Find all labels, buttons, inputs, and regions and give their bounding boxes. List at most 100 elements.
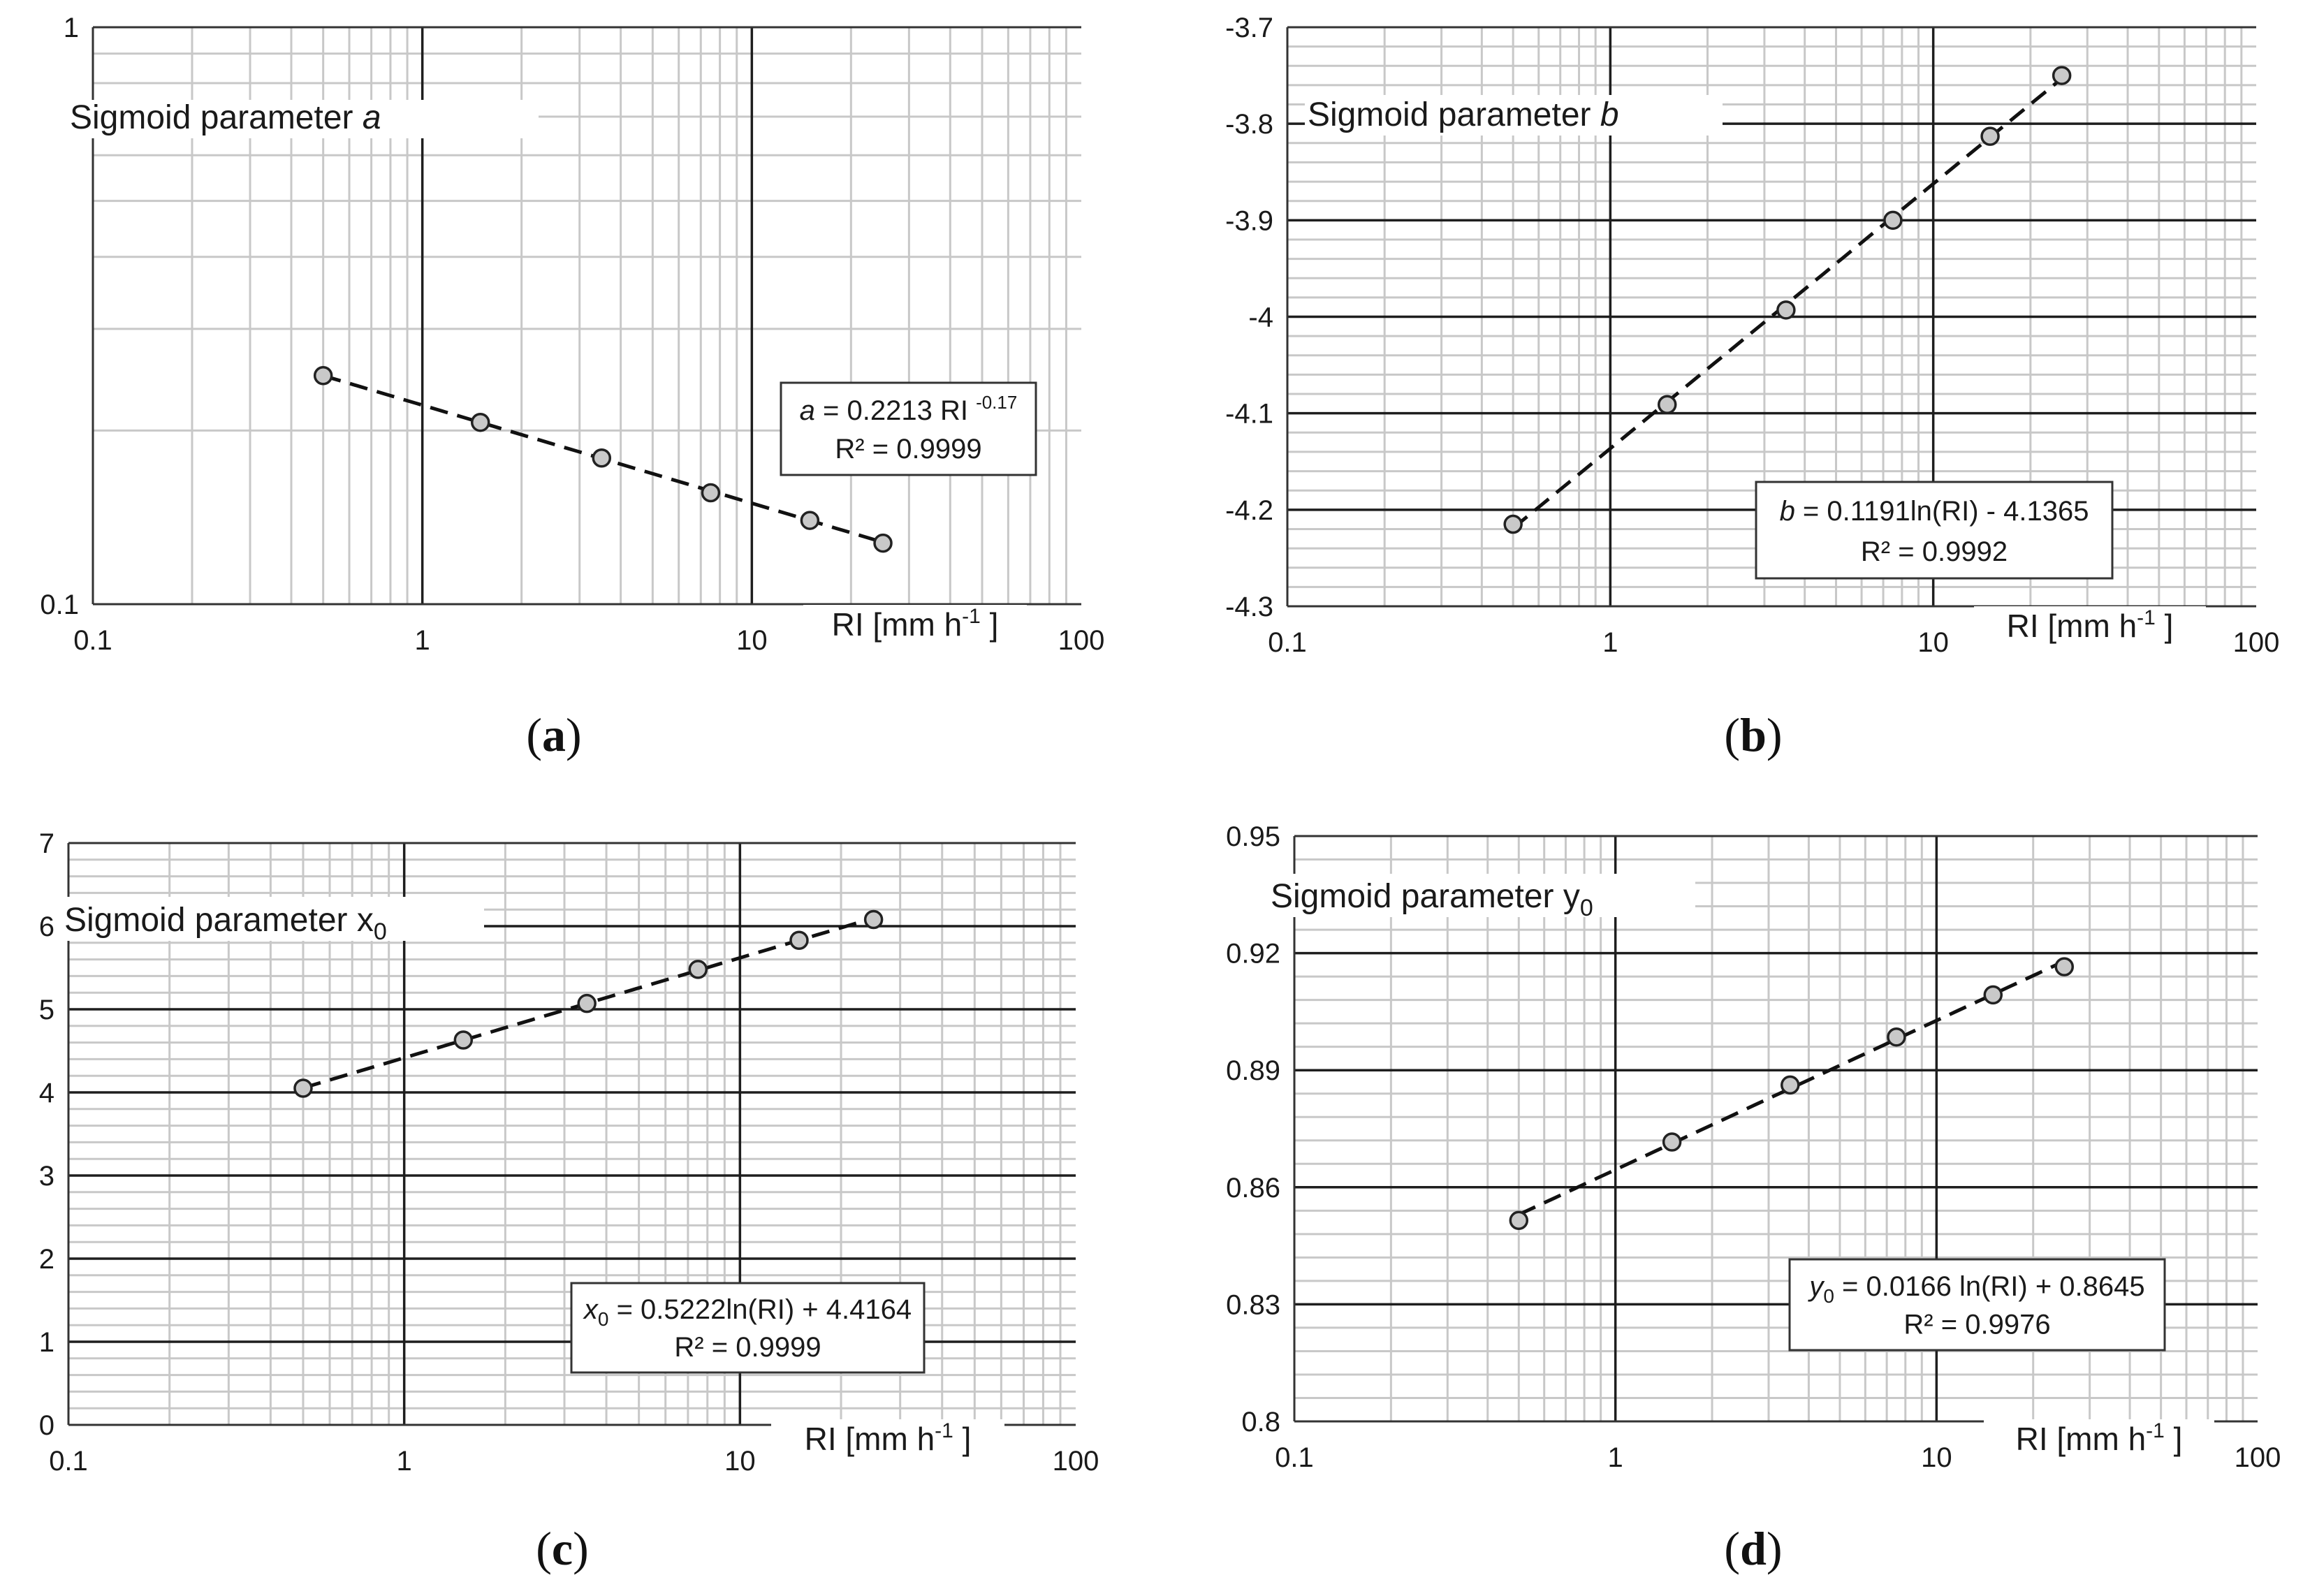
title-background (67, 100, 539, 138)
y-tick-label: 0.89 (1226, 1055, 1280, 1086)
data-point (313, 365, 333, 386)
x-tick-label: 10 (724, 1446, 756, 1477)
x-tick-label: 10 (1921, 1442, 1952, 1473)
equation-box (780, 381, 1037, 476)
data-point (2054, 957, 2075, 976)
panel-label: (b) (1724, 708, 1782, 761)
x-tick-label: 100 (2235, 1442, 2281, 1473)
r-squared-line: R² = 0.9992 (1861, 536, 2008, 567)
data-point (293, 1078, 313, 1098)
x-tick-label: 0.1 (49, 1446, 88, 1477)
x-tick-label: 10 (736, 625, 768, 656)
y-tick-label: -4.1 (1225, 399, 1273, 430)
equation-box (1788, 1258, 2166, 1352)
y-tick-label: 5 (39, 995, 54, 1025)
data-point (1781, 1075, 1800, 1095)
y-tick-label: 7 (39, 828, 54, 859)
data-point (1776, 300, 1796, 320)
major-grid (1287, 27, 2256, 606)
y-tick-label: 0 (39, 1410, 54, 1441)
panel-label: (d) (1724, 1522, 1782, 1575)
title-background (61, 897, 484, 941)
y-tick-label: 0.1 (40, 590, 79, 620)
x-axis-title-background (1974, 606, 2206, 645)
x-tick-label: 100 (1058, 625, 1105, 656)
y-tick-label: -4 (1248, 302, 1273, 333)
panel-label: (c) (536, 1522, 589, 1575)
equation-line: x0 = 0.5222ln(RI) + 4.4164 (583, 1294, 912, 1330)
y-tick-label: 0.86 (1226, 1173, 1280, 1203)
data-point (1503, 514, 1523, 534)
equation-line: a = 0.2213 RI -0.17 (800, 392, 1018, 426)
y-tick-label: 1 (64, 13, 79, 43)
data-point (592, 448, 612, 468)
data-point (1657, 395, 1677, 414)
x-axis-title: RI [mm h-1 ] (832, 605, 999, 643)
x-tick-label: 1 (397, 1446, 412, 1477)
x-tick-label: 1 (415, 625, 430, 656)
y-tick-label: 0.8 (1241, 1407, 1280, 1437)
data-point (1662, 1132, 1682, 1152)
x-tick-label: 1 (1602, 627, 1618, 658)
equation-box (1755, 481, 2114, 580)
x-tick-label: 0.1 (1268, 627, 1307, 658)
data-point (1980, 126, 2000, 146)
x-tick-label: 10 (1917, 627, 1949, 658)
y-tick-label: -4.2 (1225, 495, 1273, 526)
x-axis-title-background (803, 605, 1027, 644)
data-point (1883, 210, 1903, 230)
data-point (453, 1030, 474, 1050)
data-point (688, 960, 708, 979)
data-point (701, 483, 721, 503)
data-point (470, 412, 490, 432)
data-point (1509, 1210, 1529, 1231)
data-point (1887, 1027, 1906, 1047)
chart-panel-b: 0.1 1 10 100 -4.3 -4.2 -4.1 -4 -3.9 -3.8 -3.7 Sigmo… (1225, 13, 2279, 761)
x-axis-title-background (771, 1419, 1004, 1458)
x-tick-label: 0.1 (1275, 1442, 1314, 1473)
y-tick-label: 1 (39, 1327, 54, 1358)
data-point (789, 930, 809, 950)
panel-title: Sigmoid parameter y0 (1271, 878, 1593, 921)
equation-box (570, 1282, 926, 1374)
equation-line: y0 = 0.0166 ln(RI) + 0.8645 (1807, 1271, 2144, 1307)
y-tick-label: 0.83 (1226, 1289, 1280, 1320)
y-tick-label: 0.95 (1226, 821, 1280, 852)
chart-panel-d: 0.1 1 10 100 0.8 0.83 0.86 0.89 0.92 0.95 Sigmoid … (1226, 821, 2281, 1575)
x-tick-label: 100 (2233, 627, 2280, 658)
x-tick-label: 0.1 (73, 625, 112, 656)
x-tick-label: 1 (1608, 1442, 1623, 1473)
panel-title: Sigmoid parameter x0 (64, 902, 387, 945)
y-tick-label: -3.7 (1225, 13, 1273, 43)
trendline (1518, 959, 2066, 1217)
y-tick-label: 0.92 (1226, 939, 1280, 969)
panel-title: Sigmoid parameter a (70, 99, 381, 136)
data-point (1983, 985, 2003, 1005)
x-axis-title: RI [mm h-1 ] (805, 1419, 972, 1457)
panel-label: (a) (526, 708, 581, 761)
data-point (873, 533, 893, 553)
y-tick-label: 4 (39, 1078, 54, 1108)
x-axis-title: RI [mm h-1 ] (2007, 606, 2174, 644)
r-squared-line: R² = 0.9999 (674, 1332, 821, 1363)
equation-line: b = 0.1191ln(RI) - 4.1365 (1780, 496, 2089, 527)
data-point (800, 511, 820, 530)
x-tick-label: 100 (1053, 1446, 1099, 1477)
data-point (863, 909, 884, 930)
x-axis-title: RI [mm h-1 ] (2016, 1419, 2183, 1457)
y-tick-label: 2 (39, 1244, 54, 1275)
y-tick-label: 3 (39, 1161, 54, 1192)
x-axis-title-background (1984, 1419, 2214, 1458)
y-tick-label: 6 (39, 912, 54, 942)
y-tick-label: -4.3 (1225, 592, 1273, 622)
title-background (1305, 95, 1723, 136)
chart-panel-c: 0.1 1 10 100 0 1 2 3 4 5 6 7 Sigmoid parameter x0 RI … (39, 828, 1099, 1575)
y-tick-label: -3.9 (1225, 205, 1273, 236)
data-point (577, 993, 597, 1013)
data-point (2052, 66, 2072, 85)
r-squared-line: R² = 0.9999 (835, 434, 981, 464)
title-background (1268, 874, 1695, 917)
panel-title: Sigmoid parameter b (1308, 96, 1619, 133)
trendline (1512, 77, 2063, 530)
